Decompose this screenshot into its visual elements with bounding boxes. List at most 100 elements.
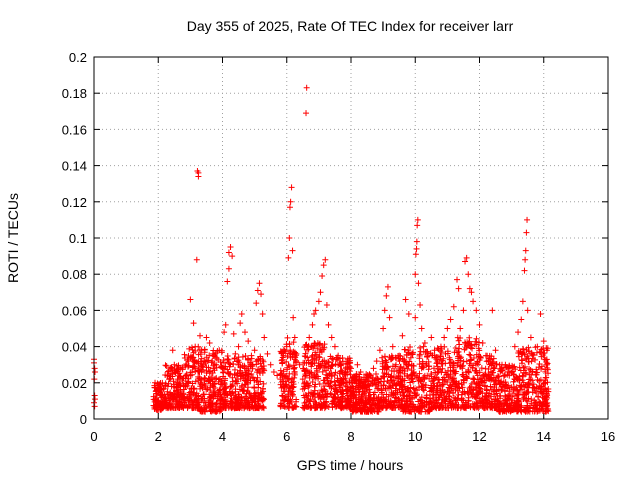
data-point [344, 366, 351, 373]
data-point [239, 353, 246, 360]
data-point [311, 343, 318, 350]
data-point [449, 381, 456, 388]
data-point [245, 357, 252, 364]
data-point [249, 361, 256, 368]
data-point [175, 382, 182, 389]
data-point [511, 371, 518, 378]
data-point [286, 235, 293, 241]
data-point [311, 355, 318, 362]
data-point [534, 343, 541, 350]
data-point [312, 381, 319, 388]
data-point [220, 397, 227, 404]
data-point [200, 361, 207, 368]
data-point [190, 320, 197, 327]
data-point [225, 370, 232, 377]
data-point [535, 364, 542, 371]
data-point [406, 358, 413, 365]
data-point [454, 362, 461, 369]
data-point [407, 343, 414, 350]
data-point [165, 380, 172, 387]
data-point [502, 382, 509, 389]
data-point [221, 329, 228, 336]
data-point [314, 369, 321, 376]
data-point [473, 307, 480, 314]
data-point [518, 316, 525, 323]
data-point [492, 347, 499, 354]
data-point [259, 397, 266, 404]
data-point [540, 380, 547, 387]
data-point [151, 384, 158, 391]
data-point [447, 400, 454, 407]
data-point [396, 352, 403, 359]
y-tick-label: 0.12 [62, 195, 87, 210]
data-point [472, 360, 479, 367]
data-point [487, 375, 494, 382]
data-point [524, 402, 531, 409]
data-point [221, 390, 228, 397]
data-point [327, 390, 334, 397]
data-point [505, 365, 512, 372]
data-point [168, 364, 175, 371]
data-point [542, 368, 549, 375]
data-point [280, 378, 287, 385]
data-point [219, 396, 226, 403]
data-point [244, 379, 251, 386]
data-point [425, 350, 432, 357]
data-point [413, 387, 420, 394]
data-point [189, 346, 196, 353]
data-point [192, 392, 199, 399]
data-point [311, 398, 318, 405]
data-point [222, 375, 229, 382]
data-point [523, 397, 530, 404]
data-point [415, 280, 422, 287]
data-point [156, 380, 163, 387]
data-point [407, 354, 414, 361]
data-point [291, 334, 298, 341]
data-point [287, 347, 294, 354]
data-point [329, 361, 336, 368]
data-point [198, 376, 205, 383]
data-point [169, 373, 176, 380]
data-point [289, 247, 296, 254]
data-point [543, 374, 550, 381]
data-point [414, 216, 421, 223]
data-point [209, 350, 216, 357]
data-point [533, 349, 540, 356]
data-point [460, 358, 467, 365]
data-point [351, 376, 358, 383]
data-point [530, 351, 537, 358]
data-point [255, 357, 262, 364]
data-point [418, 378, 425, 385]
data-point [247, 393, 254, 400]
data-point [455, 404, 462, 411]
data-point [459, 372, 466, 379]
data-point [487, 393, 494, 400]
data-point [349, 383, 356, 390]
data-point [202, 402, 209, 409]
data-point [515, 353, 522, 360]
data-point [378, 404, 385, 411]
data-point [339, 358, 346, 365]
data-point [543, 408, 550, 415]
data-point [360, 385, 367, 392]
data-point [354, 361, 361, 368]
data-point [412, 251, 419, 258]
data-point [195, 401, 202, 408]
data-point [520, 346, 527, 353]
data-point [197, 332, 204, 339]
data-point [360, 399, 367, 406]
data-point [334, 375, 341, 382]
data-point [466, 285, 473, 292]
data-point [279, 402, 286, 409]
data-point [209, 407, 216, 414]
data-point [331, 378, 338, 385]
data-point [210, 365, 217, 372]
data-point [209, 357, 216, 364]
x-axis-label: GPS time / hours [297, 457, 404, 473]
data-point [455, 337, 462, 344]
data-point [444, 325, 451, 332]
data-point [384, 283, 391, 290]
data-point [450, 303, 457, 310]
data-point [502, 371, 509, 378]
data-point [506, 388, 513, 395]
